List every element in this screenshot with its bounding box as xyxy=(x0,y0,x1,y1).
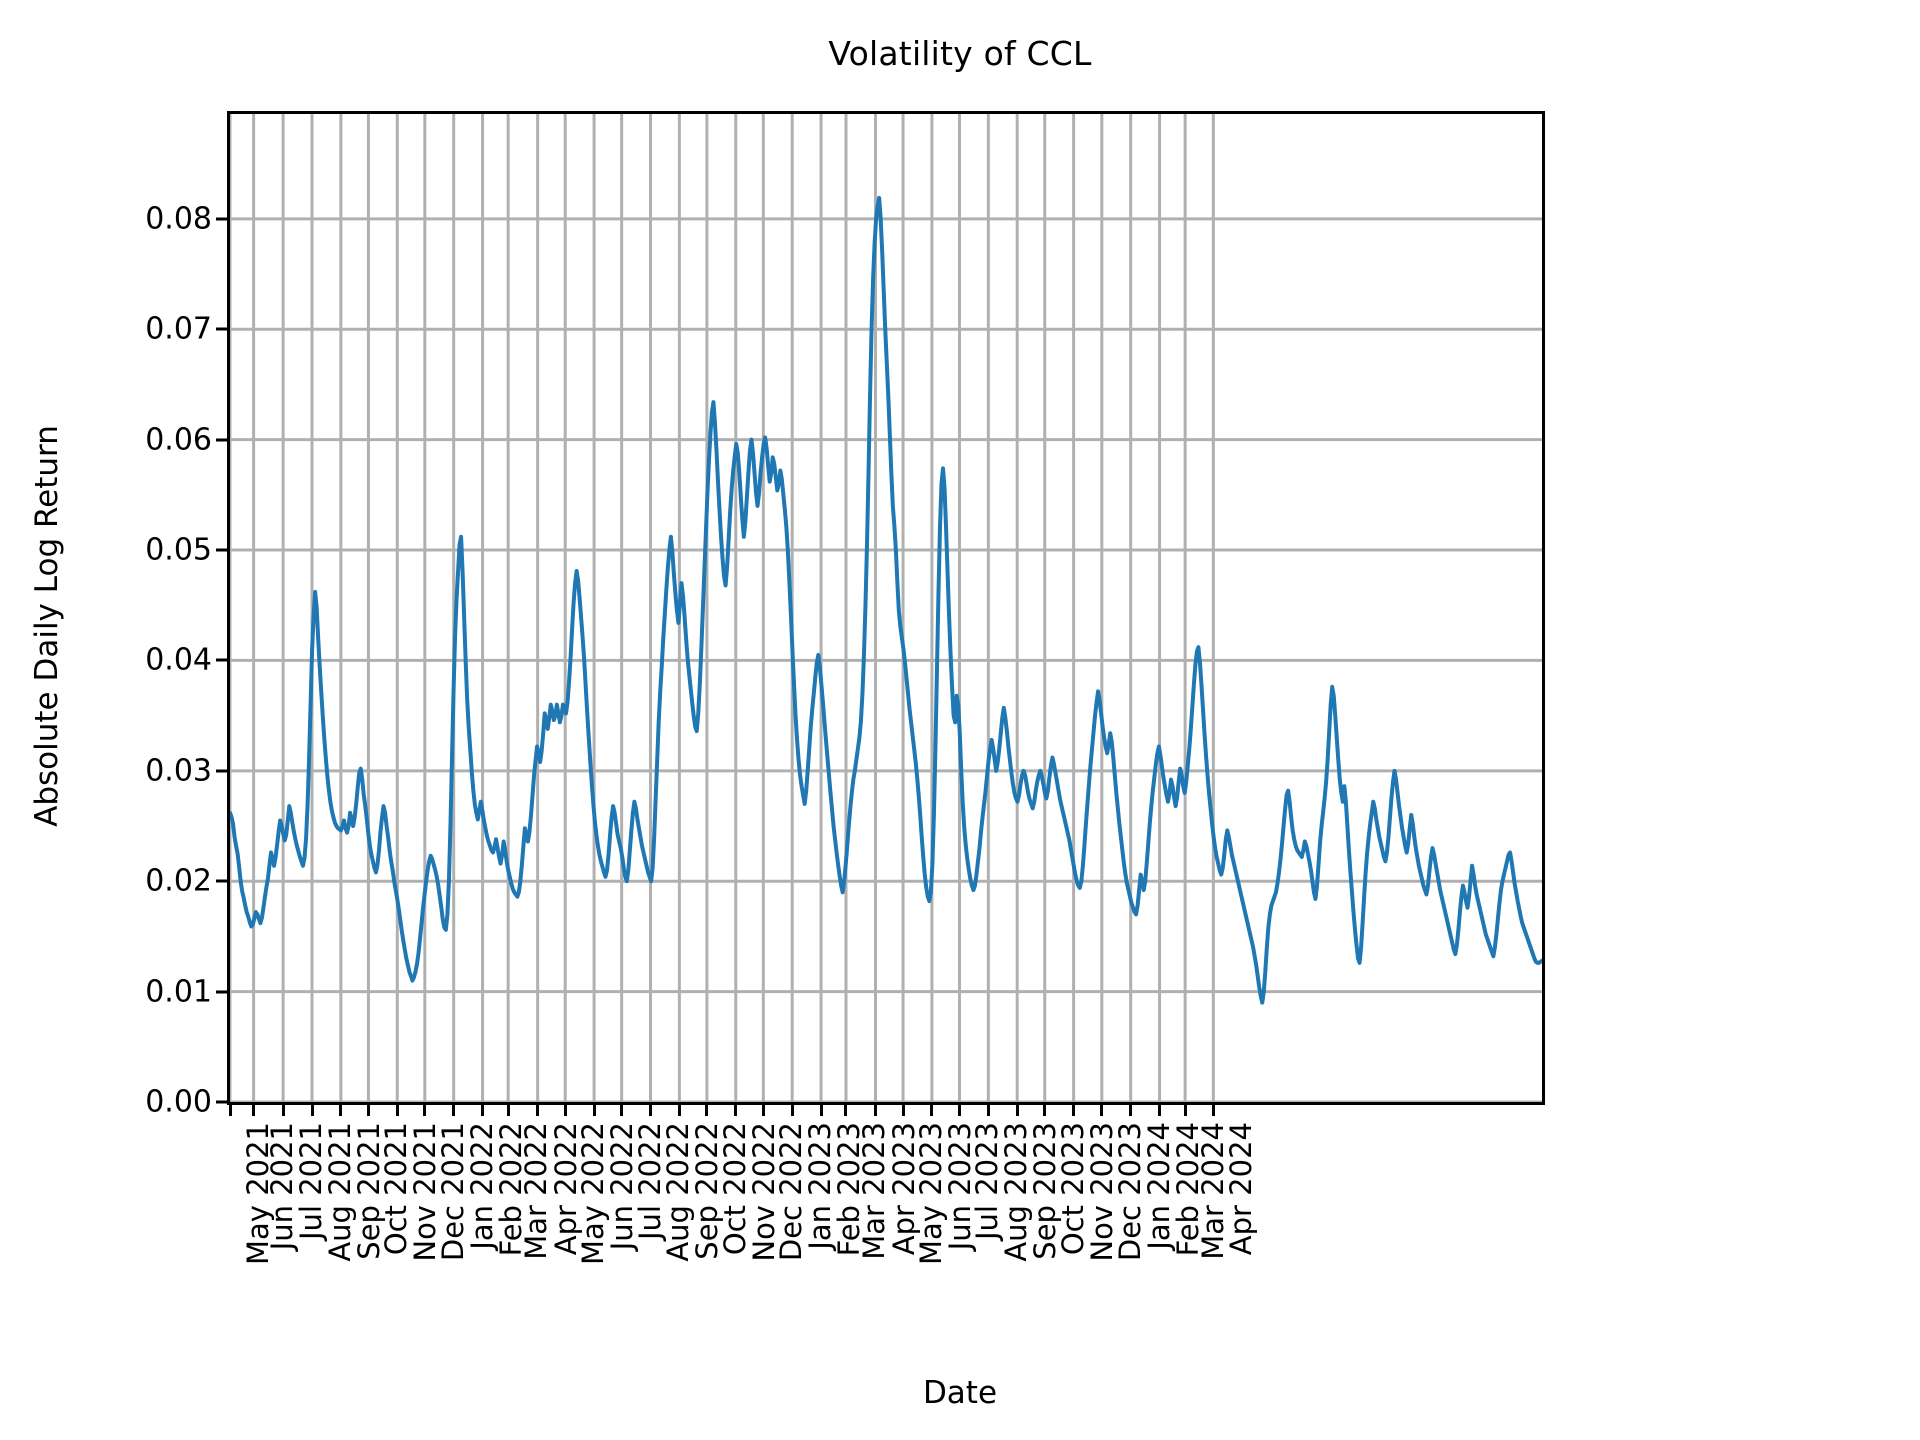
x-tick-mark xyxy=(844,1105,848,1116)
x-tick-mark xyxy=(481,1105,485,1116)
x-tick-mark xyxy=(705,1105,709,1116)
x-tick-mark xyxy=(395,1105,399,1116)
x-tick-mark xyxy=(339,1105,343,1116)
y-tick-mark xyxy=(216,658,227,662)
y-axis-tick-labels: 0.00 0.01 0.02 0.03 0.04 0.05 0.06 0.07 0.08 xyxy=(40,111,212,1119)
x-tick-mark xyxy=(1129,1105,1133,1116)
x-tick-mark xyxy=(986,1105,990,1116)
grid-lines xyxy=(230,114,1542,1102)
y-tick-mark xyxy=(216,990,227,994)
x-tick-mark xyxy=(310,1105,314,1116)
volatility-line-series xyxy=(230,195,1542,1005)
x-tick-mark xyxy=(592,1105,596,1116)
x-tick-mark xyxy=(563,1105,567,1116)
x-tick-mark xyxy=(1015,1105,1019,1116)
y-tick-mark xyxy=(216,438,227,442)
x-tick-mark xyxy=(536,1105,540,1116)
x-axis-tick-labels: May 2021 Jun 2021 Jul 2021 Aug 2021 Sep 2021… xyxy=(227,1122,1545,1372)
x-tick-mark xyxy=(1158,1105,1162,1116)
x-tick-label: Mar 2023 xyxy=(856,1122,891,1260)
x-tick-mark xyxy=(761,1105,765,1116)
y-tick-mark xyxy=(216,327,227,331)
x-tick-mark xyxy=(452,1105,456,1116)
x-tick-mark xyxy=(252,1105,256,1116)
x-tick-mark xyxy=(366,1105,370,1116)
y-tick-label: 0.00 xyxy=(145,1084,212,1120)
y-tick-label: 0.05 xyxy=(145,532,212,568)
y-tick-label: 0.08 xyxy=(145,201,212,237)
x-tick-mark xyxy=(228,1105,232,1116)
x-tick-label: Apr 2024 xyxy=(1224,1122,1259,1256)
x-tick-mark xyxy=(930,1105,934,1116)
y-tick-label: 0.02 xyxy=(145,863,212,899)
x-tick-mark xyxy=(677,1105,681,1116)
y-tick-label: 0.07 xyxy=(145,311,212,347)
x-tick-mark xyxy=(620,1105,624,1116)
y-tick-label: 0.06 xyxy=(145,422,212,458)
y-tick-mark xyxy=(216,769,227,773)
x-tick-mark xyxy=(648,1105,652,1116)
x-tick-mark xyxy=(1211,1105,1215,1116)
x-tick-mark xyxy=(901,1105,905,1116)
x-tick-mark xyxy=(734,1105,738,1116)
x-tick-mark xyxy=(1072,1105,1076,1116)
y-tick-mark xyxy=(216,217,227,221)
y-tick-label: 0.01 xyxy=(145,974,212,1010)
x-tick-mark xyxy=(1183,1105,1187,1116)
x-tick-mark xyxy=(281,1105,285,1116)
y-tick-mark xyxy=(216,548,227,552)
x-tick-mark xyxy=(790,1105,794,1116)
x-tick-mark xyxy=(1043,1105,1047,1116)
x-tick-mark xyxy=(819,1105,823,1116)
y-tick-mark xyxy=(216,1100,227,1104)
x-tick-mark xyxy=(423,1105,427,1116)
x-axis-label: Date xyxy=(922,1375,998,1411)
x-tick-mark xyxy=(957,1105,961,1116)
plot-area xyxy=(227,111,1545,1105)
y-tick-mark xyxy=(216,879,227,883)
x-tick-mark xyxy=(506,1105,510,1116)
chart-title: Volatility of CCL xyxy=(828,34,1092,73)
x-tick-mark xyxy=(874,1105,877,1116)
y-tick-label: 0.04 xyxy=(145,642,212,678)
x-tick-mark xyxy=(1100,1105,1104,1116)
x-axis-tick-marks xyxy=(227,1105,1545,1116)
y-axis-tick-marks xyxy=(216,111,227,1105)
y-tick-label: 0.03 xyxy=(145,753,212,789)
